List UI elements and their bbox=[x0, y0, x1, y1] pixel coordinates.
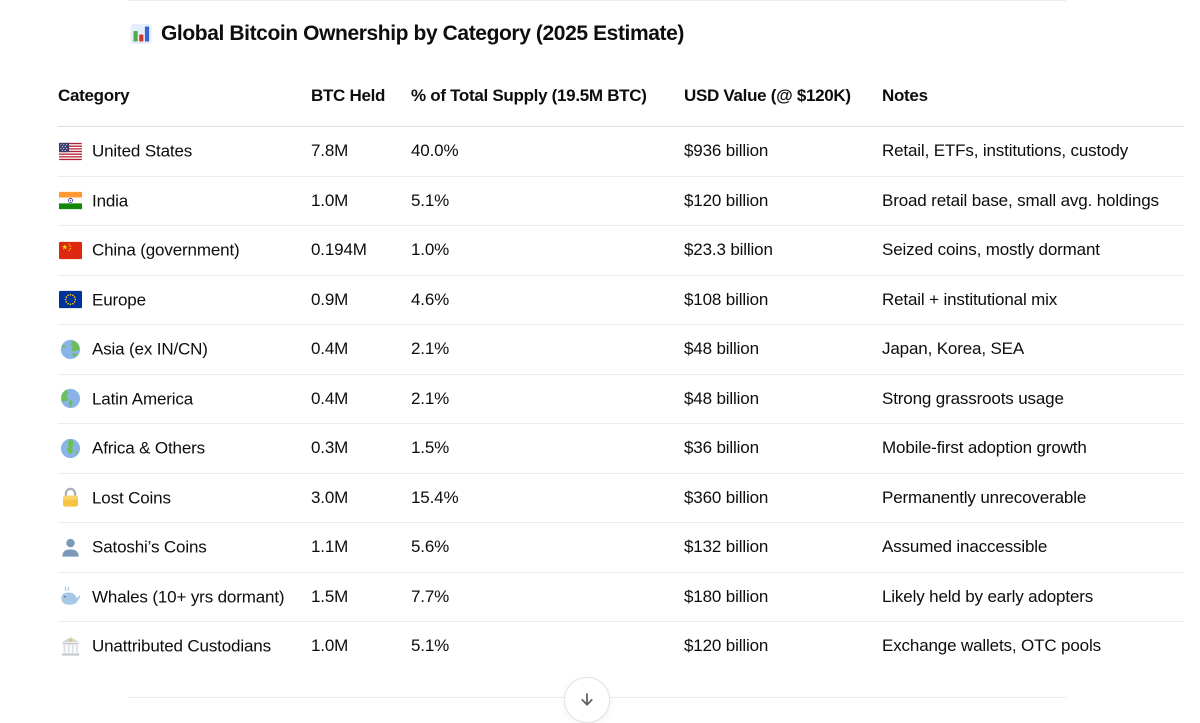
globe-asia-icon bbox=[58, 337, 82, 361]
cell-btc-held: 1.1M bbox=[311, 522, 411, 573]
category-label: Lost Coins bbox=[92, 488, 171, 508]
table-row: United States 7.8M 40.0% $936 billion Re… bbox=[58, 126, 1184, 177]
cell-usd-value: $120 billion bbox=[684, 636, 769, 656]
cell-notes: Retail, ETFs, institutions, custody bbox=[882, 126, 1184, 177]
column-header-pct-supply: % of Total Supply (19.5M BTC) bbox=[411, 0, 684, 127]
cell-pct-supply: 2.1% bbox=[411, 374, 684, 424]
column-header-notes: Notes bbox=[882, 0, 1184, 127]
cell-pct-supply: 40.0% bbox=[411, 126, 684, 177]
cell-notes: Permanently unrecoverable bbox=[882, 473, 1184, 523]
cell-usd-value: $48 billion bbox=[684, 374, 882, 424]
bitcoin-ownership-table: Category BTC Held % of Total Supply (19.… bbox=[58, 0, 1184, 671]
cell-pct-supply: 5.6% bbox=[411, 522, 684, 573]
cell-notes: Mobile-first adoption growth bbox=[882, 423, 1184, 474]
table-body: United States 7.8M 40.0% $936 billion Re… bbox=[58, 126, 1184, 671]
category-label: Asia (ex IN/CN) bbox=[92, 339, 208, 359]
cell-category: China (government) bbox=[58, 225, 311, 276]
person-icon bbox=[58, 535, 82, 559]
cell-usd-value: $132 billion bbox=[684, 522, 882, 573]
cell-pct-supply: 5.1% bbox=[411, 636, 450, 656]
table-row: Lost Coins 3.0M 15.4% $360 billion Perma… bbox=[58, 473, 1184, 523]
column-header-usd-value: USD Value (@ $120K) bbox=[684, 0, 882, 127]
cell-pct-supply: 4.6% bbox=[411, 275, 684, 325]
column-header-category: Category bbox=[58, 0, 311, 127]
category-label: Unattributed Custodians bbox=[92, 636, 271, 656]
lock-icon bbox=[58, 486, 82, 510]
cell-pct-supply: 1.5% bbox=[411, 423, 684, 474]
cell-category: United States bbox=[58, 126, 311, 177]
table-row: Latin America 0.4M 2.1% $48 billion Stro… bbox=[58, 374, 1184, 424]
cell-btc-held: 1.0M bbox=[311, 176, 411, 226]
cell-category: Latin America bbox=[58, 374, 311, 424]
bank-icon bbox=[58, 634, 82, 658]
cell-notes: Likely held by early adopters bbox=[882, 572, 1184, 622]
cell-btc-held: 7.8M bbox=[311, 126, 411, 177]
cell-btc-held: 0.194M bbox=[311, 225, 411, 276]
cell-btc-held: 0.9M bbox=[311, 275, 411, 325]
scroll-to-bottom-button[interactable] bbox=[564, 677, 610, 723]
table-row: Africa & Others 0.3M 1.5% $36 billion Mo… bbox=[58, 423, 1184, 474]
cell-usd-value: $936 billion bbox=[684, 126, 882, 177]
cell-category: Africa & Others bbox=[58, 423, 311, 474]
category-label: China (government) bbox=[92, 240, 240, 260]
cell-btc-held: 1.5M bbox=[311, 572, 411, 622]
category-label: Europe bbox=[92, 290, 146, 310]
cell-pct-supply: 2.1% bbox=[411, 324, 684, 375]
category-label: Latin America bbox=[92, 389, 194, 409]
category-label: Africa & Others bbox=[92, 438, 206, 458]
table-header-row: Category BTC Held % of Total Supply (19.… bbox=[58, 0, 1184, 127]
cell-notes: Seized coins, mostly dormant bbox=[882, 225, 1184, 276]
cell-notes: Japan, Korea, SEA bbox=[882, 324, 1184, 375]
cell-usd-value: $36 billion bbox=[684, 423, 882, 474]
cell-usd-value: $120 billion bbox=[684, 176, 882, 226]
cell-notes: Assumed inaccessible bbox=[882, 522, 1184, 573]
whale-icon bbox=[58, 585, 82, 609]
cell-category: Unattributed Custodians bbox=[58, 622, 311, 671]
flag-eu-icon bbox=[58, 288, 82, 312]
cell-usd-value: $23.3 billion bbox=[684, 225, 882, 276]
cell-notes: Retail + institutional mix bbox=[882, 275, 1184, 325]
column-header-btc-held: BTC Held bbox=[311, 0, 411, 127]
globe-africa-icon bbox=[58, 436, 82, 460]
table-row: Whales (10+ yrs dormant) 1.5M 7.7% $180 … bbox=[58, 572, 1184, 622]
flag-us-icon bbox=[58, 139, 82, 163]
cell-category: India bbox=[58, 176, 311, 226]
cell-pct-supply: 5.1% bbox=[411, 176, 684, 226]
cell-notes: Broad retail base, small avg. holdings bbox=[882, 176, 1184, 226]
cell-notes: Exchange wallets, OTC pools bbox=[882, 636, 1101, 656]
category-label: Whales (10+ yrs dormant) bbox=[92, 587, 285, 607]
table-row: Asia (ex IN/CN) 0.4M 2.1% $48 billion Ja… bbox=[58, 324, 1184, 375]
cell-btc-held: 0.4M bbox=[311, 374, 411, 424]
table-row: India 1.0M 5.1% $120 billion Broad retai… bbox=[58, 176, 1184, 226]
cell-usd-value: $180 billion bbox=[684, 572, 882, 622]
cell-btc-held: 3.0M bbox=[311, 473, 411, 523]
cell-btc-held: 0.4M bbox=[311, 324, 411, 375]
cell-usd-value: $108 billion bbox=[684, 275, 882, 325]
flag-in-icon bbox=[58, 189, 82, 213]
table-row: China (government) 0.194M 1.0% $23.3 bil… bbox=[58, 225, 1184, 276]
cell-category: Whales (10+ yrs dormant) bbox=[58, 572, 311, 622]
cell-pct-supply: 1.0% bbox=[411, 225, 684, 276]
category-label: Satoshi’s Coins bbox=[92, 537, 207, 557]
cell-btc-held: 0.3M bbox=[311, 423, 411, 474]
table-row: Europe 0.9M 4.6% $108 billion Retail + i… bbox=[58, 275, 1184, 325]
cell-category: Asia (ex IN/CN) bbox=[58, 324, 311, 375]
cell-category: Satoshi’s Coins bbox=[58, 522, 311, 573]
flag-cn-icon bbox=[58, 238, 82, 262]
cell-pct-supply: 7.7% bbox=[411, 572, 684, 622]
cell-usd-value: $360 billion bbox=[684, 473, 882, 523]
cell-category: Europe bbox=[58, 275, 311, 325]
cell-usd-value: $48 billion bbox=[684, 324, 882, 375]
table-row: Unattributed Custodians 1.0M 5.1% $120 b… bbox=[58, 622, 1184, 671]
table-row: Satoshi’s Coins 1.1M 5.6% $132 billion A… bbox=[58, 522, 1184, 573]
cell-btc-held: 1.0M bbox=[311, 636, 349, 656]
cell-category: Lost Coins bbox=[58, 473, 311, 523]
cell-notes: Strong grassroots usage bbox=[882, 374, 1184, 424]
globe-americas-icon bbox=[58, 387, 82, 411]
category-label: United States bbox=[92, 141, 193, 161]
category-label: India bbox=[92, 191, 129, 211]
cell-pct-supply: 15.4% bbox=[411, 473, 684, 523]
